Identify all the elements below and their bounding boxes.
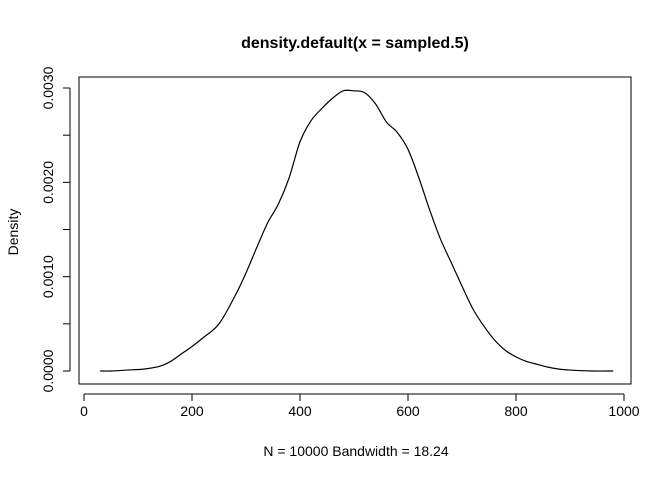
y-tick-label: 0.0010 [40, 255, 56, 298]
y-axis: 0.0000 0.0010 0.0020 0.0030 [40, 66, 71, 392]
x-axis: 0 200 400 600 800 1000 [80, 393, 640, 419]
x-tick-label: 600 [396, 403, 420, 419]
x-tick-label: 0 [80, 403, 88, 419]
x-axis-label: N = 10000 Bandwidth = 18.24 [263, 443, 448, 459]
x-tick-label: 400 [288, 403, 312, 419]
chart-title: density.default(x = sampled.5) [241, 35, 469, 52]
x-tick-label: 200 [180, 403, 204, 419]
plot-frame [78, 76, 632, 385]
x-tick-label: 1000 [608, 403, 639, 419]
y-axis-label: Density [5, 209, 21, 256]
x-tick-label: 800 [504, 403, 528, 419]
y-tick-label: 0.0020 [40, 161, 56, 204]
y-tick-label: 0.0030 [40, 66, 56, 109]
density-curve-line [100, 89, 614, 372]
y-tick-label: 0.0000 [40, 349, 56, 392]
